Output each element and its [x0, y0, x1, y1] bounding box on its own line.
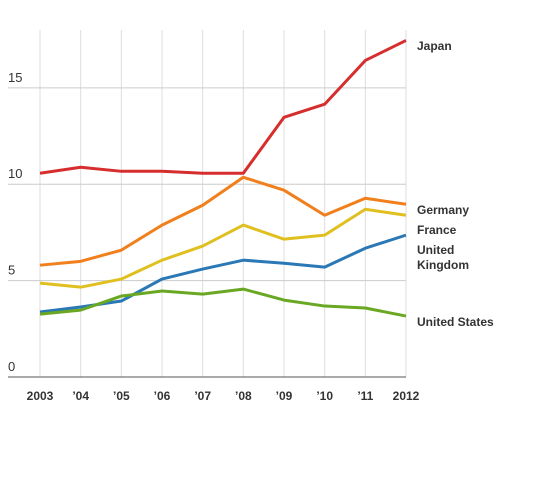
series-label: Germany: [417, 203, 470, 218]
x-tick-label: ’08: [235, 389, 252, 403]
line-series: [39, 175, 407, 267]
x-tick-label: ’11: [357, 389, 373, 403]
series-label: United Kingdom: [417, 243, 469, 273]
line-series: [39, 233, 407, 314]
series-label: Japan: [417, 39, 452, 54]
x-tick-label: ’09: [276, 389, 293, 403]
x-tick-label: ’04: [72, 389, 89, 403]
line-series: [39, 207, 407, 289]
series-label: France: [417, 223, 457, 238]
line-series: [39, 287, 407, 318]
x-tick-label: ’10: [316, 389, 333, 403]
x-tick-label: 2012: [393, 389, 420, 403]
line-series: [39, 39, 407, 175]
x-tick-label: ’07: [194, 389, 211, 403]
x-tick-label: ’06: [154, 389, 171, 403]
y-tick-label: 0: [8, 359, 15, 374]
y-tick-label: 10: [8, 166, 22, 181]
y-tick-label: 5: [8, 263, 15, 278]
x-tick-label: ’05: [113, 389, 130, 403]
series-label: United States: [417, 315, 494, 330]
x-tick-label: 2003: [27, 389, 54, 403]
y-tick-label: 15: [8, 70, 22, 85]
